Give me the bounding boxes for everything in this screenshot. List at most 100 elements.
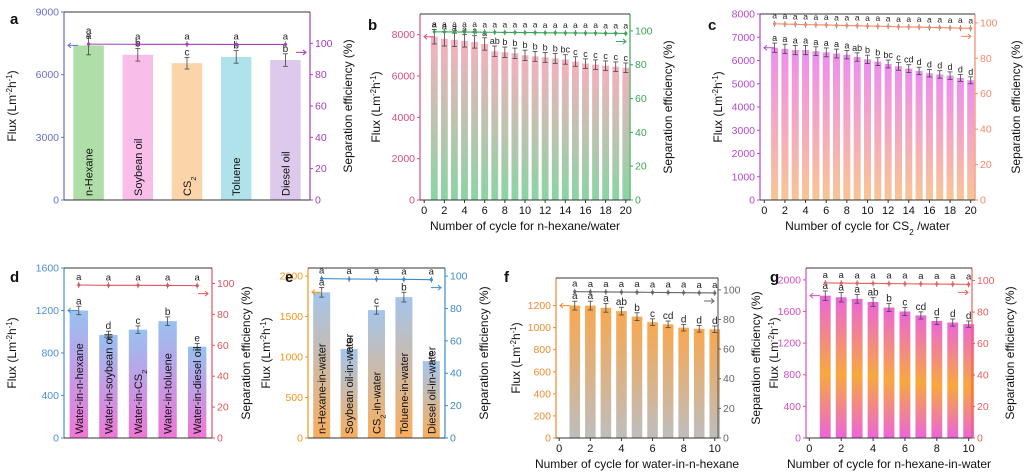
efficiency-point	[896, 25, 901, 29]
efficiency-point	[493, 30, 497, 34]
significance-letter: c	[185, 47, 190, 58]
panel-tag: e	[285, 269, 293, 286]
efficiency-letter: a	[603, 279, 609, 290]
efficiency-point	[483, 30, 487, 34]
bar-8	[501, 52, 509, 200]
efficiency-point	[614, 31, 618, 35]
bar-3	[600, 307, 612, 438]
y-tick-label: 400	[533, 388, 551, 400]
efficiency-letter: a	[839, 270, 845, 281]
efficiency-point	[533, 30, 537, 35]
significance-letter: a	[86, 26, 92, 37]
y-tick-label: 1600	[36, 263, 60, 275]
efficiency-letter: a	[553, 20, 558, 30]
y2-tick-label: 0	[450, 433, 456, 445]
efficiency-letter: a	[650, 279, 656, 290]
x-tick-label: 8	[681, 443, 687, 455]
significance-letter: a	[822, 281, 828, 292]
bar-15	[571, 61, 579, 201]
efficiency-letter: a	[543, 20, 548, 30]
bar-3	[451, 39, 458, 201]
x-tick-label: 6	[823, 205, 829, 217]
significance-letter: a	[782, 34, 787, 44]
efficiency-point	[935, 282, 939, 286]
significance-letter: b	[865, 45, 870, 55]
significance-letter: a	[844, 41, 849, 51]
efficiency-point	[951, 282, 955, 286]
bar-5	[631, 316, 643, 438]
efficiency-point	[876, 24, 880, 28]
y2-axis-label: Separation efficiency (%)	[341, 39, 355, 172]
efficiency-point	[682, 291, 686, 295]
efficiency-point	[402, 277, 406, 281]
y-tick-label: 1200	[36, 305, 60, 317]
efficiency-letter: a	[374, 266, 380, 277]
efficiency-letter: a	[76, 272, 82, 283]
efficiency-letter: a	[513, 19, 518, 29]
efficiency-letter: a	[772, 11, 777, 21]
efficiency-point	[903, 282, 907, 286]
efficiency-point	[967, 282, 971, 286]
efficiency-point	[573, 31, 578, 35]
efficiency-point	[523, 30, 527, 35]
x-tick-label: 8	[502, 205, 508, 217]
efficiency-arrow-icon	[704, 298, 715, 304]
y-tick-label: 200	[533, 410, 551, 422]
y-axis-label: Flux (Lm-2h-1)	[259, 317, 274, 388]
panel-b: aaaaaaabbbbbbbbcccccccaaaaaaaaaaaaaaaaaa…	[368, 13, 675, 233]
x-axis-label: Number of cycle for n-hexane/water	[430, 219, 620, 233]
bar-CS2	[171, 63, 203, 200]
efficiency-letter: a	[573, 20, 578, 30]
y2-tick-label: 60	[217, 340, 229, 352]
y2-tick-label: 40	[980, 124, 992, 136]
y-axis-label: Flux (Lm-2h-1)	[711, 71, 726, 142]
significance-letter: d	[696, 315, 702, 326]
efficiency-letter: a	[844, 13, 849, 23]
efficiency-letter: a	[934, 271, 940, 282]
y2-tick-label: 80	[315, 69, 327, 81]
y-tick-label: 8000	[392, 29, 416, 41]
efficiency-letter: a	[865, 13, 870, 23]
significance-letter: c	[896, 52, 901, 62]
y2-tick-label: 80	[977, 307, 989, 319]
significance-letter: d	[917, 57, 922, 67]
efficiency-letter: a	[927, 14, 932, 24]
significance-letter: cd	[916, 302, 927, 313]
efficiency-letter: a	[968, 15, 973, 25]
efficiency-line	[574, 291, 715, 294]
efficiency-point	[234, 42, 238, 47]
category-label: Water-in-diesel oil	[192, 346, 204, 434]
significance-letter: b	[502, 37, 507, 47]
efficiency-letter: a	[906, 14, 911, 24]
efficiency-letter: a	[613, 20, 618, 30]
flux-arrow-icon	[809, 292, 820, 299]
bar-2	[440, 38, 448, 200]
efficiency-point	[473, 30, 477, 34]
significance-letter: a	[603, 293, 609, 304]
flux-arrow-icon	[559, 302, 570, 309]
efficiency-point	[958, 26, 962, 30]
y2-tick-label: 60	[635, 93, 647, 105]
y-tick-label: 8000	[732, 9, 756, 21]
efficiency-point	[166, 283, 170, 288]
significance-letter: c	[624, 53, 629, 63]
y-tick-label: 400	[783, 401, 801, 413]
efficiency-point	[553, 31, 557, 35]
bar-11	[874, 61, 882, 200]
significance-letter: b	[512, 38, 517, 48]
bar-Water-in-n-hexane	[69, 310, 88, 438]
y-tick-label: 9000	[36, 7, 60, 19]
bar-4	[616, 311, 627, 438]
y2-tick-label: 40	[450, 368, 462, 380]
bar-7	[915, 315, 927, 438]
significance-letter: c	[136, 316, 141, 327]
bar-Water-in-soybean oil	[99, 334, 118, 438]
efficiency-point	[87, 42, 91, 46]
significance-letter: b	[165, 307, 171, 318]
y-tick-label: 1000	[528, 322, 552, 334]
efficiency-point	[803, 23, 808, 27]
efficiency-letter: a	[958, 15, 963, 25]
efficiency-point	[845, 23, 849, 28]
significance-letter: a	[838, 283, 844, 294]
bar-n-Hexane	[73, 45, 104, 200]
